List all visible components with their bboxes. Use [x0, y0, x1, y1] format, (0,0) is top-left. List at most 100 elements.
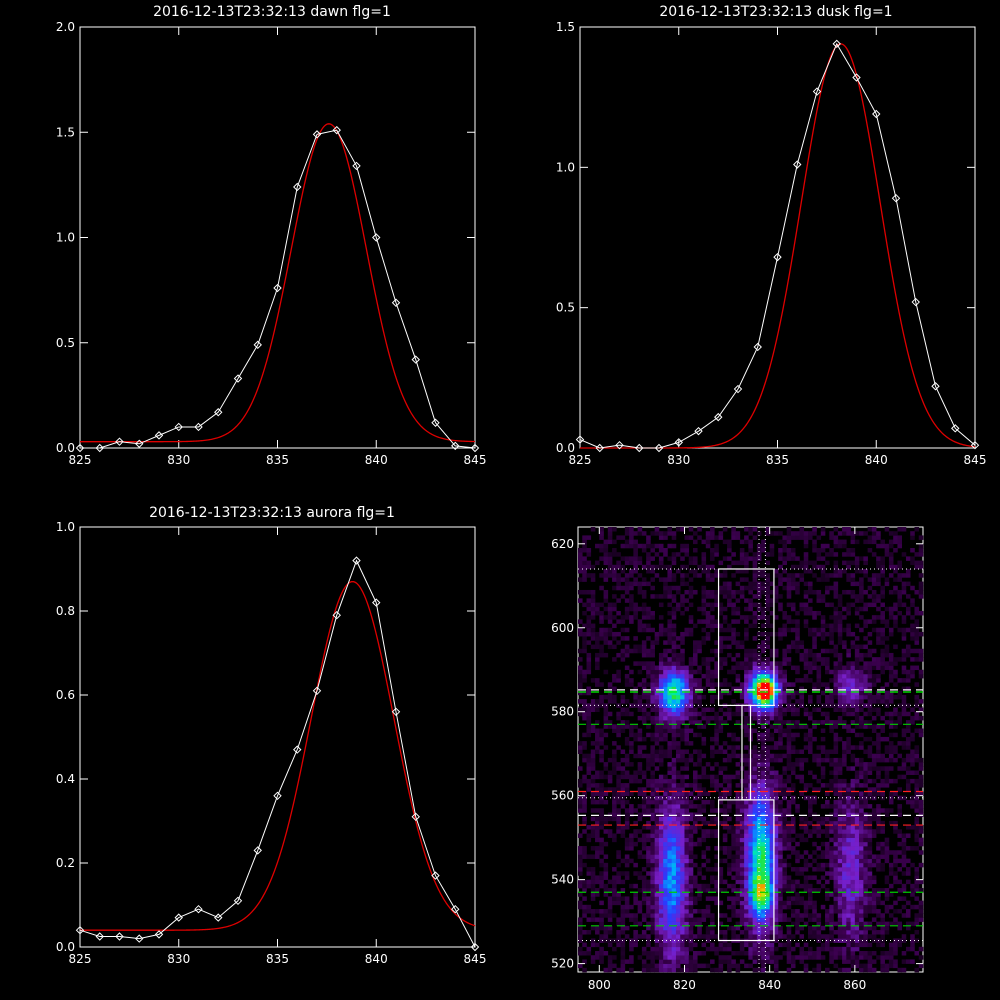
heatmap-cell	[769, 896, 775, 901]
heatmap-cell	[880, 930, 885, 935]
heatmap-cell	[582, 850, 587, 855]
heatmap-cell	[735, 661, 741, 666]
heatmap-cell	[646, 883, 651, 889]
heatmap-cell	[752, 594, 758, 599]
heatmap-cell	[769, 955, 775, 960]
heatmap-cell	[641, 967, 647, 973]
heatmap-cell	[825, 560, 830, 566]
heatmap-cell	[654, 804, 660, 809]
heatmap-cell	[663, 850, 668, 855]
heatmap-cell	[675, 963, 681, 969]
heatmap-cell	[829, 762, 834, 767]
heatmap-cell	[599, 636, 604, 641]
heatmap-cell	[650, 846, 655, 851]
heatmap-cell	[808, 900, 813, 906]
heatmap-cell	[773, 791, 779, 796]
heatmap-cell	[778, 854, 783, 859]
heatmap-cell	[731, 963, 736, 969]
heatmap-cell	[624, 585, 630, 591]
heatmap-cell	[590, 808, 596, 813]
heatmap-cell	[701, 707, 707, 713]
heatmap-cell	[871, 875, 877, 880]
heatmap-cell	[744, 888, 749, 893]
heatmap-cell	[735, 799, 741, 805]
heatmap-cell	[816, 862, 822, 868]
heatmap-cell	[722, 619, 728, 624]
heatmap-cell	[680, 728, 685, 734]
heatmap-cell	[680, 955, 685, 960]
heatmap-cell	[722, 527, 728, 532]
heatmap-cell	[842, 858, 847, 864]
heatmap-cell	[582, 820, 587, 826]
heatmap-cell	[603, 967, 609, 973]
heatmap-cell	[671, 762, 677, 767]
heatmap-cell	[650, 858, 655, 864]
heatmap-cell	[761, 631, 766, 637]
heatmap-cell	[688, 963, 694, 969]
heatmap-cell	[731, 610, 736, 616]
heatmap-cell	[773, 841, 779, 847]
heatmap-cell	[599, 875, 604, 880]
heatmap-cell	[748, 661, 753, 666]
heatmap-cell	[803, 862, 809, 868]
heatmap-cell	[710, 715, 715, 721]
data-point-diamond	[911, 297, 920, 307]
heatmap-cell	[701, 808, 707, 813]
heatmap-cell	[646, 627, 651, 633]
heatmap-cell	[761, 858, 766, 864]
heatmap-cell	[693, 862, 698, 868]
heatmap-cell	[667, 942, 672, 948]
heatmap-cell	[697, 573, 702, 578]
heatmap-cell	[697, 951, 702, 956]
heatmap-cell	[769, 833, 775, 838]
heatmap-cell	[680, 657, 685, 662]
heatmap-cell	[578, 795, 583, 801]
heatmap-cell	[871, 728, 877, 734]
heatmap-cell	[599, 753, 604, 759]
heatmap-cell	[710, 888, 715, 893]
heatmap-cell	[646, 925, 651, 931]
heatmap-cell	[786, 833, 792, 838]
heatmap-cell	[620, 568, 626, 574]
heatmap-cell	[876, 867, 881, 872]
heatmap-cell	[782, 623, 787, 629]
heatmap-cell	[880, 820, 885, 826]
heatmap-cell	[854, 804, 860, 809]
heatmap-cell	[820, 820, 826, 826]
heatmap-cell	[650, 892, 655, 897]
heatmap-cell	[714, 694, 719, 700]
heatmap-cell	[854, 955, 860, 960]
heatmap-cell	[756, 543, 762, 549]
heatmap-cell	[714, 552, 719, 557]
heatmap-cell	[705, 896, 711, 901]
heatmap-cell	[837, 615, 843, 620]
heatmap-cell	[786, 875, 792, 880]
heatmap-cell	[756, 942, 762, 948]
heatmap-cell	[812, 858, 817, 864]
heatmap-cell	[697, 804, 702, 809]
heatmap-cell	[616, 917, 621, 922]
heatmap-cell	[795, 720, 800, 725]
heatmap-cell	[582, 715, 587, 721]
heatmap-cell	[778, 711, 783, 717]
heatmap-cell	[859, 909, 864, 914]
heatmap-cell	[663, 732, 668, 738]
heatmap-cell	[599, 774, 604, 780]
heatmap-cell	[650, 543, 655, 549]
heatmap-cell	[658, 930, 664, 935]
heatmap-cell	[688, 665, 694, 671]
heatmap-cell	[654, 900, 660, 906]
heatmap-cell	[773, 745, 779, 750]
heatmap-cell	[607, 690, 613, 696]
heatmap-cell	[633, 552, 638, 557]
heatmap-cell	[680, 631, 685, 637]
heatmap-cell	[867, 841, 873, 847]
heatmap-cell	[722, 837, 728, 843]
heatmap-cell	[748, 946, 753, 952]
heatmap-cell	[637, 909, 643, 914]
heatmap-cell	[578, 867, 583, 872]
heatmap-cell	[778, 829, 783, 834]
heatmap-cell	[599, 619, 604, 624]
heatmap-cell	[876, 657, 881, 662]
heatmap-cell	[761, 543, 766, 549]
